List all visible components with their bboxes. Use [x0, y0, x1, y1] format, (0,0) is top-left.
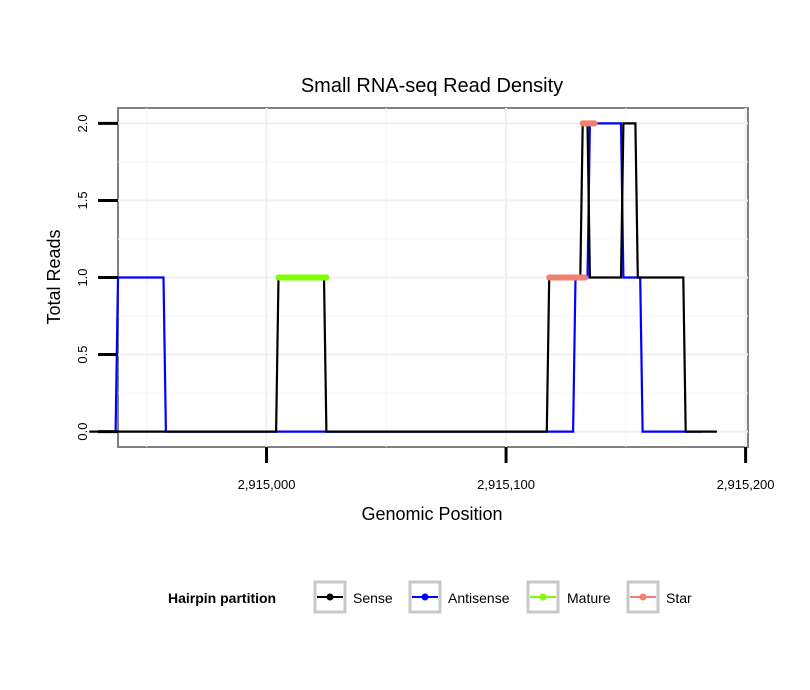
legend-point-antisense: [421, 593, 429, 601]
legend-title: Hairpin partition: [168, 590, 276, 606]
axes: 2,915,000 2,915,100 2,915,200 0.0 0.5 1.0 1.5 2…: [75, 114, 775, 492]
y-tick-label: 1.5: [75, 191, 90, 209]
x-tick-label: 2,915,200: [717, 477, 775, 492]
chart-title: Small RNA-seq Read Density: [301, 75, 563, 97]
y-tick-label: 2.0: [75, 114, 90, 132]
legend-point-star: [639, 593, 647, 601]
legend-label-antisense: Antisense: [448, 590, 510, 606]
y-tick-label: 1.0: [75, 268, 90, 286]
y-axis-title: Total Reads: [44, 229, 64, 324]
grid: [118, 108, 748, 447]
y-tick-label: 0.5: [75, 346, 90, 364]
legend-item-mature: Mature: [526, 580, 611, 614]
legend-label-star: Star: [666, 590, 692, 606]
legend-point-sense: [326, 593, 334, 601]
legend-item-star: Star: [626, 580, 692, 614]
legend-item-sense: Sense: [313, 580, 393, 614]
y-tick-label: 0.0: [75, 423, 90, 441]
x-tick-label: 2,915,100: [477, 477, 535, 492]
legend-item-antisense: Antisense: [408, 580, 510, 614]
legend-point-mature: [539, 593, 547, 601]
x-tick-label: 2,915,000: [238, 477, 296, 492]
legend-label-sense: Sense: [353, 590, 393, 606]
x-axis-title: Genomic Position: [361, 504, 502, 524]
series-layer: [89, 120, 717, 433]
legend-label-mature: Mature: [567, 590, 611, 606]
legend: Hairpin partition Sense Antisense Mature St…: [168, 580, 692, 614]
